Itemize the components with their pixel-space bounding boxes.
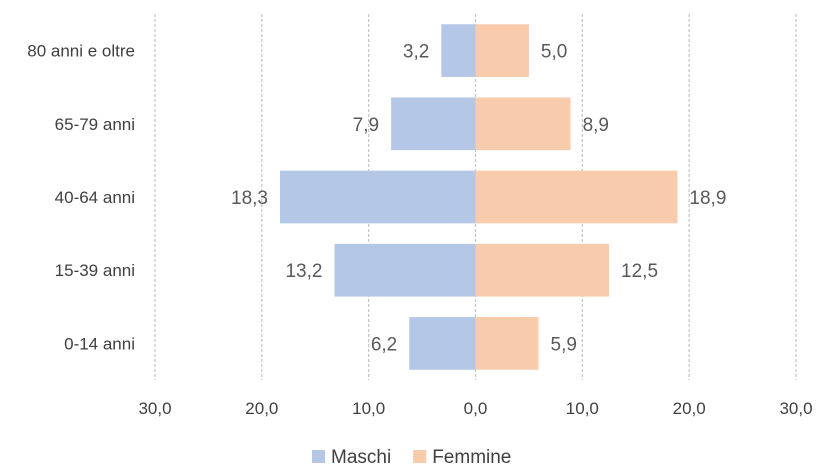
x-tick-label: 10,0: [566, 399, 599, 418]
bar-femmine: [475, 24, 529, 77]
bar-maschi: [334, 243, 476, 297]
category-label: 40-64 anni: [55, 188, 135, 207]
data-label: 8,9: [583, 115, 609, 136]
legend-label: Maschi: [331, 447, 391, 466]
legend-item-femmine[interactable]: Femmine: [413, 447, 511, 466]
legend-swatch: [312, 450, 325, 463]
bar-femmine: [475, 97, 571, 151]
x-tick-label: 30,0: [779, 399, 812, 418]
data-label: 12,5: [621, 261, 658, 282]
legend[interactable]: Maschi Femmine: [312, 447, 511, 466]
data-label: 6,2: [371, 334, 397, 355]
data-label: 18,9: [689, 188, 726, 209]
bars: [279, 24, 678, 370]
data-label: 7,9: [353, 115, 379, 136]
value-axis: 30,0 20,0 10,0 0,0 10,0 20,0 30,0: [138, 399, 812, 418]
category-label: 0-14 anni: [64, 334, 135, 353]
data-labels: 3,2 5,0 7,9 8,9 18,3 18,9 13,2 12,5 6,2 5,9: [231, 42, 726, 356]
data-label: 3,2: [403, 42, 429, 63]
bar-maschi: [279, 170, 476, 224]
bar-maschi: [441, 24, 476, 77]
legend-label: Femmine: [432, 447, 511, 466]
data-label: 5,9: [551, 334, 577, 355]
data-label: 5,0: [541, 42, 567, 63]
category-label: 15-39 anni: [55, 261, 135, 280]
bar-femmine: [475, 243, 610, 297]
x-tick-label: 20,0: [673, 399, 706, 418]
category-label: 65-79 anni: [55, 115, 135, 134]
bar-femmine: [475, 317, 539, 370]
x-tick-label: 0,0: [464, 399, 488, 418]
data-label: 18,3: [231, 188, 268, 209]
x-tick-label: 30,0: [138, 399, 171, 418]
legend-item-maschi[interactable]: Maschi: [312, 447, 391, 466]
bar-maschi: [409, 317, 476, 370]
bar-maschi: [391, 97, 476, 151]
data-label: 13,2: [285, 261, 322, 282]
category-label: 80 anni e oltre: [27, 42, 135, 61]
bar-femmine: [475, 170, 678, 224]
category-axis: 80 anni e oltre 65-79 anni 40-64 anni 15-39…: [27, 42, 135, 354]
legend-swatch: [413, 450, 427, 463]
x-tick-label: 10,0: [352, 399, 385, 418]
x-tick-label: 20,0: [245, 399, 278, 418]
